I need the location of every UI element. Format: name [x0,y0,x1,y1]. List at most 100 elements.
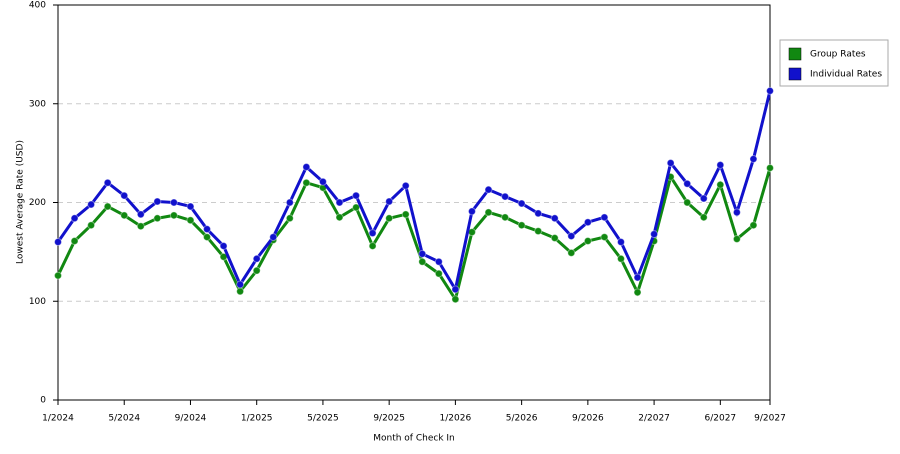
point [285,214,294,223]
y-axis-label: Lowest Average Rate (USD) [16,140,26,264]
point [434,269,443,278]
point [385,214,394,223]
point [451,285,460,294]
point [749,221,758,230]
y-tick-label: 300 [29,99,46,109]
point [285,198,294,207]
y-tick-label: 100 [29,297,46,307]
y-tick-label: 0 [40,396,46,406]
point [401,210,410,219]
legend-swatch [788,47,802,61]
point [699,213,708,222]
point [583,218,592,227]
point [401,181,410,190]
point [169,211,178,220]
point [352,203,361,212]
x-tick-label: 5/2025 [307,414,339,424]
point [650,230,659,239]
point [169,198,178,207]
legend-swatch [788,67,802,81]
point [501,213,510,222]
point [318,177,327,186]
point [87,221,96,230]
point [732,208,741,217]
plot-frame [57,4,771,401]
point [87,200,96,209]
point [766,86,774,95]
point [385,197,394,206]
point [616,238,625,246]
point [302,178,311,187]
point [716,180,725,189]
point [749,155,758,164]
point [103,178,112,187]
point [666,159,675,167]
point [600,213,609,222]
point [368,229,377,238]
point [120,211,129,220]
point [252,266,261,275]
point [203,225,212,234]
point [103,202,112,211]
point [186,202,195,211]
x-tick-label: 9/2025 [373,414,405,424]
point [467,207,476,216]
y-tick-label: 400 [29,1,46,11]
point [418,257,427,266]
x-tick-label: 5/2024 [108,414,140,424]
point [418,249,427,258]
point [683,179,692,188]
point [54,238,62,246]
x-tick-label: 5/2026 [506,414,538,424]
point [732,235,741,244]
point [186,216,195,225]
point [633,273,642,282]
y-tick-label: 200 [29,198,46,208]
point [70,214,79,223]
point [567,248,576,257]
point [302,162,311,171]
point [484,208,493,217]
point [451,295,460,304]
point [136,222,145,231]
point [766,163,774,172]
legend-label: Individual Rates [810,70,882,80]
point [219,241,228,250]
point [633,288,642,297]
x-axis-label: Month of Check In [373,434,455,444]
legend-label: Group Rates [810,50,866,60]
point [335,198,344,207]
point [70,237,79,246]
x-tick-label: 6/2027 [704,414,736,424]
point [153,214,162,223]
point [517,221,526,230]
point [616,254,625,263]
point [583,237,592,246]
point [534,209,543,218]
point [434,257,443,266]
point [203,233,212,242]
point [550,214,559,223]
point [136,210,145,219]
x-tick-label: 1/2026 [440,414,472,424]
point [567,232,576,241]
point [269,233,278,242]
x-tick-label: 2/2027 [638,414,670,424]
point [54,271,62,280]
point [716,160,725,169]
point [534,227,543,236]
point [501,192,510,201]
x-tick-label: 9/2026 [572,414,604,424]
x-tick-label: 9/2027 [754,414,786,424]
point [683,198,692,207]
x-tick-label: 9/2024 [175,414,207,424]
point [153,197,162,206]
point [699,194,708,203]
point [368,241,377,250]
point [550,234,559,243]
point [335,213,344,222]
point [120,191,129,200]
point [236,287,245,296]
